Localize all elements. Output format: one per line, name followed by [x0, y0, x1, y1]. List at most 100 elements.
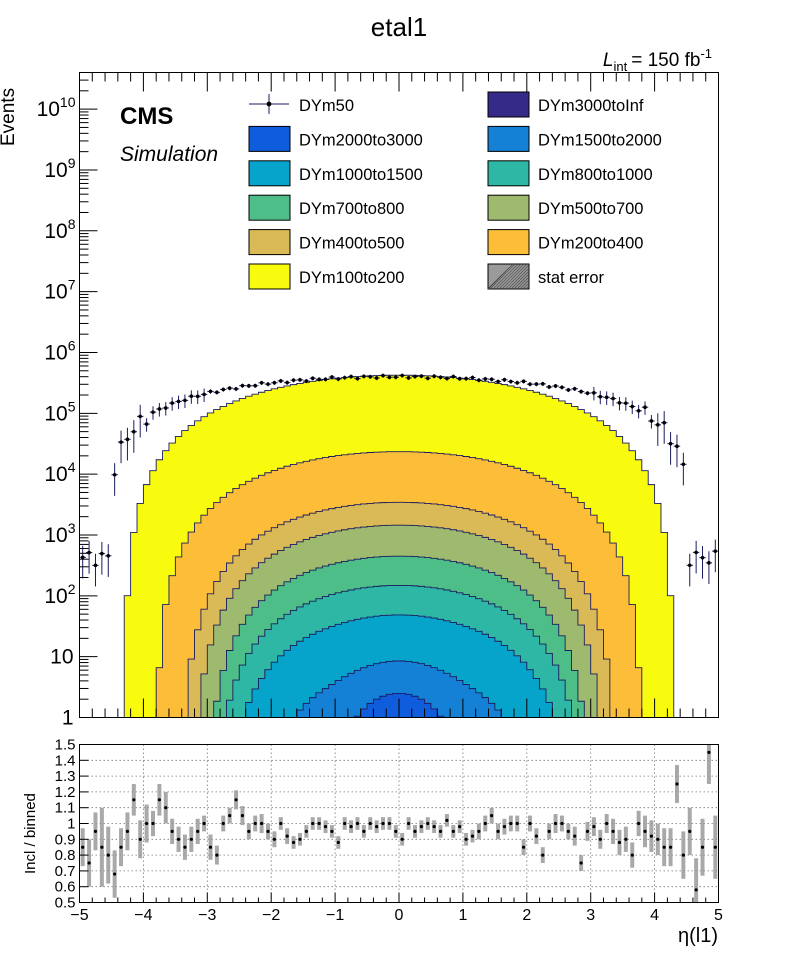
ratio-y-tick-label: 0.9 — [55, 831, 76, 848]
ratio-point — [528, 821, 532, 826]
ratio-point — [355, 821, 360, 826]
data-point-marker — [163, 406, 168, 410]
ratio-point — [675, 782, 679, 786]
y-tick-label: 1 — [62, 707, 74, 730]
x-tick-label: 5 — [714, 907, 723, 924]
ratio-point — [260, 821, 264, 826]
legend-swatch — [487, 125, 530, 152]
stack-layer — [79, 374, 719, 718]
ratio-y-axis-label: Incl / binned — [22, 793, 39, 874]
data-point — [232, 386, 240, 392]
data-point — [328, 375, 336, 380]
data-point — [264, 382, 272, 387]
y-tick-label: 105 — [44, 398, 75, 425]
ratio-point — [157, 798, 161, 802]
data-point — [335, 376, 342, 382]
ratio-point — [694, 888, 698, 892]
ratio-point — [707, 750, 711, 755]
ratio-point — [483, 821, 487, 826]
ratio-point — [541, 853, 545, 857]
data-point — [577, 389, 585, 394]
ratio-point — [343, 821, 347, 826]
data-point-marker — [304, 379, 309, 383]
data-point-marker — [195, 394, 200, 399]
legend-entry: DYm800to1000 — [487, 160, 653, 187]
data-point-marker — [298, 378, 302, 382]
ratio-point — [189, 837, 193, 841]
ratio-point — [458, 825, 462, 829]
data-point-marker — [355, 376, 360, 381]
data-point-marker — [547, 385, 551, 389]
data-point-marker — [336, 377, 341, 381]
data-point-marker — [144, 422, 149, 426]
data-point-marker — [643, 405, 647, 410]
y-tick-label: 108 — [44, 216, 75, 243]
ratio-point — [93, 829, 98, 834]
data-point-marker — [483, 377, 488, 381]
legend-hatch-line — [492, 263, 519, 290]
main-plot: 1 10 102 103 104 105 106 107 108 109 1010 — [37, 72, 719, 730]
ratio-point — [553, 821, 558, 826]
ratio-point — [272, 837, 276, 841]
x-tick-label: 1 — [458, 907, 467, 924]
data-point-marker — [176, 399, 181, 404]
data-point-marker — [272, 380, 277, 385]
data-point-marker — [509, 379, 513, 384]
data-point — [271, 380, 278, 385]
ratio-point — [496, 829, 500, 834]
legend-marker — [266, 101, 272, 107]
legend-label: DYm100to200 — [299, 269, 405, 287]
data-point-marker — [662, 420, 666, 425]
data-point-marker — [560, 385, 564, 390]
data-point-marker — [266, 382, 270, 386]
data-point — [680, 452, 687, 486]
data-point — [283, 380, 291, 385]
legend-label: DYm200to400 — [538, 235, 644, 253]
legend-entry: DYm2000to3000 — [248, 125, 423, 152]
data-point-marker — [400, 373, 404, 378]
data-point — [475, 378, 483, 383]
ratio-point — [419, 825, 423, 829]
data-point-marker — [138, 414, 143, 419]
ratio-point — [215, 853, 219, 857]
data-point-marker — [259, 380, 264, 385]
data-point-marker — [374, 376, 379, 380]
data-point-marker — [183, 398, 187, 403]
legend-swatch — [248, 263, 291, 290]
ratio-point — [413, 829, 417, 834]
data-point-marker — [521, 379, 526, 384]
legend-hatch-line — [501, 263, 528, 290]
legend-hatch-line — [510, 270, 530, 290]
data-point-marker — [687, 563, 692, 568]
legend-swatch — [487, 160, 530, 187]
data-point-marker — [598, 394, 603, 399]
data-point-marker — [566, 388, 571, 392]
y-tick-label: 10 — [50, 646, 73, 669]
data-point-marker — [291, 378, 296, 382]
ratio-point — [323, 825, 328, 829]
data-point-marker — [330, 375, 334, 379]
ratio-point — [637, 821, 641, 826]
ratio-y-tick-label: 1 — [67, 816, 75, 833]
data-point-marker — [681, 462, 686, 467]
data-point — [571, 386, 578, 391]
ratio-plot-frame — [79, 744, 719, 903]
ratio-y-tick-label: 0.8 — [55, 847, 76, 864]
legend-entry: DYm500to700 — [487, 194, 644, 221]
ratio-point — [432, 825, 436, 829]
data-point-marker — [592, 391, 596, 395]
data-point — [430, 374, 438, 379]
legend-hatch-line — [495, 263, 522, 290]
ratio-point — [291, 840, 296, 845]
data-point — [469, 375, 476, 380]
data-point-marker — [227, 386, 232, 390]
legend-entry: DYm400to500 — [248, 229, 405, 256]
ratio-y-tick-label: 1.3 — [55, 768, 76, 785]
data-point — [296, 377, 304, 383]
ratio-point — [298, 837, 302, 841]
x-axis-label: η(l1) — [678, 925, 718, 947]
y-axis-label: Events — [0, 88, 19, 146]
legend-hatch-line — [489, 263, 516, 290]
data-point-marker — [157, 407, 162, 411]
